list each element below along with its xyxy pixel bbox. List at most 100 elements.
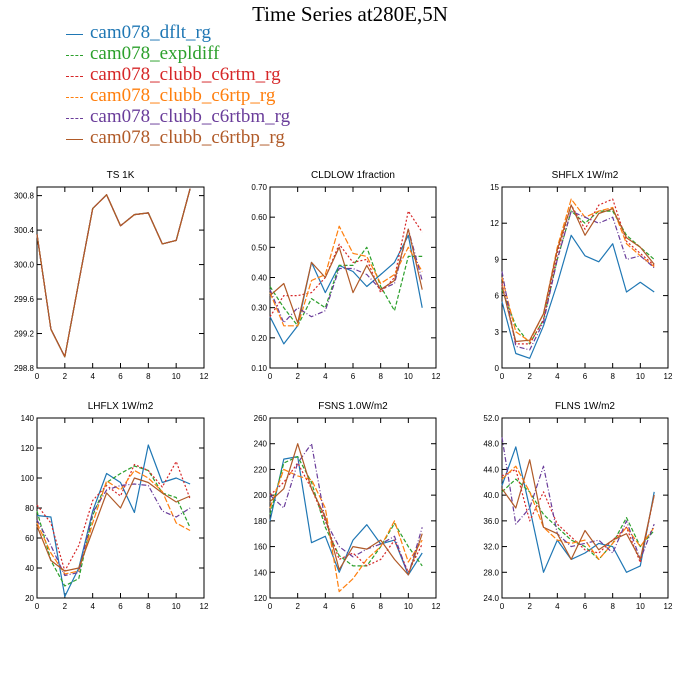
- series-line: [36, 444, 191, 598]
- y-tick-label: 220: [254, 465, 268, 474]
- series-line: [36, 188, 191, 358]
- chart-panel: SHFLX 1W/m2 0 2 4 6 8 10 12 0 3 6 9 12 15: [490, 170, 673, 381]
- legend-line: [66, 97, 83, 98]
- chart-panel: LHFLX 1W/m2 0 2 4 6 8 10 12 20 40 60 80 100 120 140: [21, 401, 209, 611]
- y-tick-label: 0: [495, 364, 500, 373]
- y-tick-label: 300.8: [14, 192, 35, 201]
- y-tick-label: 300.4: [14, 226, 35, 235]
- x-tick-label: 2: [295, 602, 300, 611]
- x-tick-label: 0: [268, 372, 273, 381]
- series-line: [36, 188, 191, 358]
- series-line: [501, 234, 655, 359]
- y-tick-label: 0.30: [251, 304, 267, 313]
- series-line: [269, 246, 423, 327]
- x-tick-label: 12: [200, 372, 209, 381]
- y-tick-label: 120: [21, 444, 35, 453]
- y-tick-label: 80: [25, 504, 34, 513]
- series-line: [501, 468, 655, 564]
- y-tick-label: 0.20: [251, 334, 267, 343]
- y-tick-label: 0.50: [251, 243, 267, 252]
- chart-panel: FSNS 1.0W/m2 0 2 4 6 8 10 12 120 140 160 180 200 220 2…: [254, 401, 441, 611]
- plot-frame: [269, 186, 437, 369]
- legend-line: [66, 139, 83, 140]
- x-tick-label: 8: [610, 602, 615, 611]
- legend-label: cam078_clubb_c6rtp_rg: [90, 85, 276, 106]
- series-line: [501, 446, 655, 573]
- legend-label: cam078_clubb_c6rtbm_rg: [90, 106, 291, 127]
- y-tick-label: 240: [254, 440, 268, 449]
- figure-title: Time Series at280E,5N: [252, 2, 448, 26]
- y-tick-label: 298.8: [14, 364, 35, 373]
- series-line: [501, 437, 655, 561]
- y-tick-label: 180: [254, 517, 268, 526]
- y-tick-label: 40.0: [483, 491, 499, 500]
- y-tick-label: 12: [490, 219, 499, 228]
- series-line: [269, 228, 423, 324]
- series-line: [36, 477, 191, 572]
- x-tick-label: 6: [351, 602, 356, 611]
- y-tick-label: 3: [495, 328, 500, 337]
- chart-title: TS 1K: [107, 170, 135, 181]
- x-tick-label: 2: [527, 372, 532, 381]
- y-tick-label: 299.6: [14, 295, 35, 304]
- x-tick-label: 10: [172, 372, 181, 381]
- x-tick-label: 0: [500, 372, 505, 381]
- legend-label: cam078_expldiff: [90, 43, 220, 64]
- x-tick-label: 8: [378, 602, 383, 611]
- x-tick-label: 8: [610, 372, 615, 381]
- y-tick-label: 100: [21, 474, 35, 483]
- x-tick-label: 2: [295, 372, 300, 381]
- y-tick-label: 200: [254, 491, 268, 500]
- x-tick-label: 8: [378, 372, 383, 381]
- y-tick-label: 44.0: [483, 465, 499, 474]
- y-tick-label: 260: [254, 414, 268, 423]
- y-tick-label: 160: [254, 543, 268, 552]
- x-tick-label: 10: [636, 372, 645, 381]
- x-tick-label: 6: [583, 602, 588, 611]
- y-tick-label: 0.40: [251, 274, 267, 283]
- plot-frame: [501, 417, 669, 599]
- series-line: [36, 460, 191, 572]
- y-tick-label: 48.0: [483, 440, 499, 449]
- y-tick-label: 60: [25, 534, 34, 543]
- series-line: [501, 210, 655, 345]
- y-tick-label: 9: [495, 255, 500, 264]
- chart-title: SHFLX 1W/m2: [552, 170, 619, 181]
- series-line: [36, 465, 191, 587]
- series-line: [501, 459, 655, 561]
- series-line: [501, 465, 655, 561]
- legend-line: [66, 76, 83, 77]
- chart-panel: FLNS 1W/m2 0 2 4 6 8 10 12 24.0 28.0 32.0 36.0 40.0 4…: [483, 401, 673, 611]
- y-tick-label: 140: [21, 414, 35, 423]
- x-tick-label: 12: [432, 602, 441, 611]
- series-line: [269, 468, 423, 593]
- y-tick-label: 52.0: [483, 414, 499, 423]
- x-tick-label: 6: [583, 372, 588, 381]
- x-tick-label: 6: [351, 372, 356, 381]
- y-tick-label: 28.0: [483, 568, 499, 577]
- y-tick-label: 15: [490, 183, 499, 192]
- x-tick-label: 2: [63, 602, 68, 611]
- y-tick-label: 40: [25, 564, 34, 573]
- x-tick-label: 0: [268, 602, 273, 611]
- x-tick-label: 10: [404, 372, 413, 381]
- x-tick-label: 4: [555, 372, 560, 381]
- y-tick-label: 299.2: [14, 330, 35, 339]
- series-line: [501, 204, 655, 343]
- x-tick-label: 8: [146, 372, 151, 381]
- series-line: [501, 198, 655, 345]
- chart-title: FLNS 1W/m2: [555, 401, 615, 412]
- x-tick-label: 10: [404, 602, 413, 611]
- series-line: [269, 225, 423, 327]
- series-line: [36, 188, 191, 358]
- x-tick-label: 2: [527, 602, 532, 611]
- x-tick-label: 4: [90, 372, 95, 381]
- series-line: [501, 198, 655, 343]
- chart-title: LHFLX 1W/m2: [88, 401, 154, 412]
- x-tick-label: 4: [323, 602, 328, 611]
- x-tick-label: 6: [118, 602, 123, 611]
- plot-frame: [36, 186, 205, 369]
- x-tick-label: 0: [35, 602, 40, 611]
- series-line: [36, 188, 191, 358]
